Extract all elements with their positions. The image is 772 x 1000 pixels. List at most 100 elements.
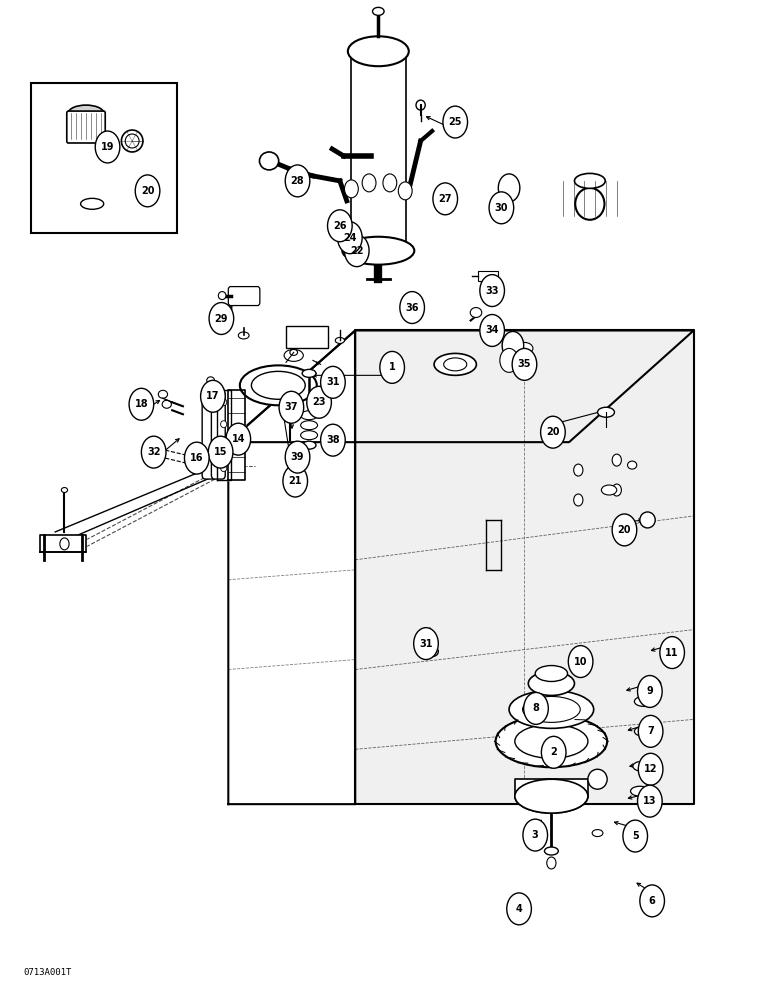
Ellipse shape <box>300 411 317 420</box>
Ellipse shape <box>207 377 215 384</box>
Text: 37: 37 <box>285 402 298 412</box>
Circle shape <box>337 222 362 254</box>
Ellipse shape <box>588 769 607 789</box>
Text: 6: 6 <box>648 896 655 906</box>
Text: 15: 15 <box>214 447 228 457</box>
Ellipse shape <box>523 696 581 722</box>
Circle shape <box>380 351 405 383</box>
Circle shape <box>285 165 310 197</box>
Ellipse shape <box>335 337 344 343</box>
Text: 23: 23 <box>313 397 326 407</box>
Ellipse shape <box>259 152 279 170</box>
Text: 12: 12 <box>644 764 658 774</box>
Text: 24: 24 <box>343 233 357 243</box>
Text: 25: 25 <box>449 117 462 127</box>
Text: 31: 31 <box>419 639 433 649</box>
Circle shape <box>660 637 685 669</box>
Ellipse shape <box>218 292 226 300</box>
Ellipse shape <box>515 779 588 813</box>
Ellipse shape <box>601 485 617 495</box>
Ellipse shape <box>302 441 316 449</box>
Circle shape <box>209 303 234 334</box>
Polygon shape <box>40 535 86 552</box>
Circle shape <box>489 192 513 224</box>
Text: 16: 16 <box>190 453 204 463</box>
Circle shape <box>506 893 531 925</box>
Circle shape <box>612 454 621 466</box>
Circle shape <box>320 424 345 456</box>
Circle shape <box>612 514 637 546</box>
Ellipse shape <box>221 465 227 472</box>
Ellipse shape <box>416 100 425 110</box>
Ellipse shape <box>68 105 103 121</box>
Text: 8: 8 <box>533 703 540 713</box>
Ellipse shape <box>62 488 67 493</box>
Ellipse shape <box>300 431 317 440</box>
Circle shape <box>185 442 209 474</box>
Ellipse shape <box>516 342 533 354</box>
Text: 18: 18 <box>134 399 148 409</box>
Circle shape <box>638 715 663 747</box>
Text: 32: 32 <box>147 447 161 457</box>
Text: 39: 39 <box>291 452 304 462</box>
Circle shape <box>480 315 504 346</box>
Polygon shape <box>515 779 587 796</box>
Ellipse shape <box>535 666 567 681</box>
Ellipse shape <box>221 399 227 406</box>
Circle shape <box>640 885 665 917</box>
Text: 36: 36 <box>405 303 419 313</box>
Text: 20: 20 <box>618 525 631 535</box>
Text: 20: 20 <box>141 186 154 196</box>
Ellipse shape <box>80 198 103 209</box>
Ellipse shape <box>544 847 558 855</box>
Ellipse shape <box>631 786 649 796</box>
Text: 19: 19 <box>101 142 114 152</box>
Ellipse shape <box>434 353 476 375</box>
Text: 13: 13 <box>643 796 657 806</box>
Circle shape <box>283 465 307 497</box>
Ellipse shape <box>284 349 303 361</box>
Ellipse shape <box>125 134 139 148</box>
Ellipse shape <box>640 512 655 528</box>
Ellipse shape <box>162 400 171 408</box>
Polygon shape <box>350 51 406 251</box>
Circle shape <box>568 646 593 678</box>
Ellipse shape <box>121 130 143 152</box>
Circle shape <box>129 388 154 420</box>
Text: 7: 7 <box>647 726 654 736</box>
Polygon shape <box>229 330 355 804</box>
Circle shape <box>344 180 358 198</box>
Circle shape <box>547 857 556 869</box>
Ellipse shape <box>426 647 438 657</box>
Text: 33: 33 <box>486 286 499 296</box>
Ellipse shape <box>635 697 653 706</box>
Polygon shape <box>355 330 694 804</box>
Text: 1: 1 <box>389 362 395 372</box>
Ellipse shape <box>528 672 574 695</box>
Ellipse shape <box>515 779 588 813</box>
Text: 17: 17 <box>206 391 220 401</box>
Circle shape <box>383 174 397 192</box>
Bar <box>31 83 177 233</box>
Text: 21: 21 <box>289 476 302 486</box>
Text: 26: 26 <box>333 221 347 231</box>
Ellipse shape <box>635 726 653 736</box>
Circle shape <box>623 820 648 852</box>
Circle shape <box>398 182 412 200</box>
Circle shape <box>327 210 352 242</box>
Circle shape <box>541 736 566 768</box>
Text: 5: 5 <box>631 831 638 841</box>
Circle shape <box>201 380 225 412</box>
Text: 29: 29 <box>215 314 229 324</box>
Ellipse shape <box>444 358 467 371</box>
Circle shape <box>638 753 663 785</box>
FancyBboxPatch shape <box>66 111 105 143</box>
Ellipse shape <box>342 237 415 265</box>
Circle shape <box>574 494 583 506</box>
Circle shape <box>95 131 120 163</box>
Ellipse shape <box>633 761 652 771</box>
Circle shape <box>638 676 662 707</box>
Ellipse shape <box>221 443 227 450</box>
Circle shape <box>344 235 369 267</box>
Text: 34: 34 <box>486 325 499 335</box>
